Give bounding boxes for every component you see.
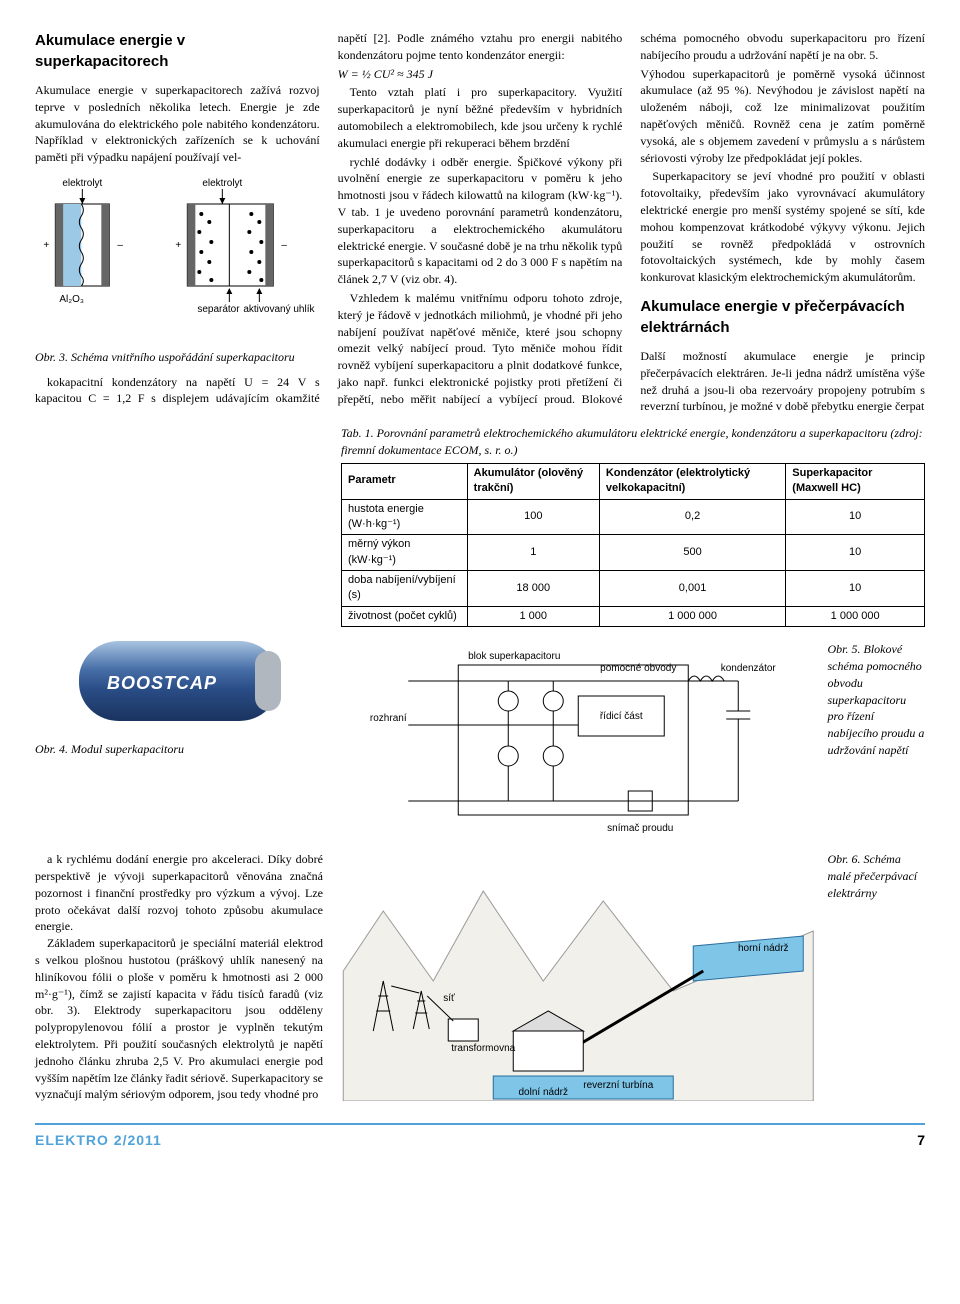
svg-text:reverzní turbína: reverzní turbína [583, 1080, 653, 1091]
table-cell: životnost (počet cyklů) [342, 606, 468, 626]
fig3-uhlik: aktivovaný uhlík [243, 304, 315, 315]
svg-text:síť: síť [443, 993, 455, 1004]
fig3-plus2: + [175, 240, 181, 251]
svg-text:blok superkapacitoru: blok superkapacitoru [468, 651, 560, 662]
fig4-caption: Obr. 4. Modul superkapacitoru [35, 741, 323, 758]
fig3-elektrolyt2-label: elektrolyt [202, 178, 242, 189]
table-1: Parametr Akumulátor (olověný trakční) Ko… [341, 463, 925, 628]
fig3-plus1: + [43, 240, 49, 251]
table-cell: 1 000 000 [599, 606, 785, 626]
table-cell: doba nabíjení/vybíjení (s) [342, 571, 468, 607]
t1-h0: Parametr [342, 463, 468, 499]
table-cell: 1 000 000 [786, 606, 925, 626]
svg-text:rozhraní: rozhraní [370, 713, 407, 724]
svg-text:kondenzátor: kondenzátor [721, 663, 777, 674]
t1-h3: Superkapacitor (Maxwell HC) [786, 463, 925, 499]
page-footer: ELEKTRO 2/2011 7 [35, 1123, 925, 1151]
fig3-caption: Obr. 3. Schéma vnitřního uspořádání supe… [35, 349, 320, 366]
fig3-minus1: – [117, 240, 123, 251]
table-cell: 1 000 [467, 606, 599, 626]
section1-p1: Akumulace energie v superkapacitorech za… [35, 82, 320, 166]
footer-magazine: ELEKTRO 2/2011 [35, 1131, 162, 1151]
figure-5: rozhraní blok superkapacitoru pomocné ob… [341, 641, 816, 841]
svg-text:dolní nádrž: dolní nádrž [519, 1087, 568, 1098]
section2-title: Akumulace energie v přečerpávacích elekt… [640, 296, 925, 338]
section1-p6: Výhodou superkapacitorů je poměrně vysok… [640, 66, 925, 167]
svg-text:řídicí část: řídicí část [600, 711, 643, 722]
table-cell: 100 [467, 499, 599, 535]
section1-p7: Superkapacitory se jeví vhodné pro použi… [640, 168, 925, 286]
fig3-elektrolyt1-label: elektrolyt [62, 178, 102, 189]
table-cell: 0,2 [599, 499, 785, 535]
footer-page: 7 [917, 1131, 925, 1151]
t1-h1: Akumulátor (olověný trakční) [467, 463, 599, 499]
table-cell: 10 [786, 571, 925, 607]
formula-W: W = ½ CU² ≈ 345 J [338, 66, 623, 83]
bottom-p2: Základem superkapacitorů je speciální ma… [35, 935, 323, 1103]
fig5-caption: Obr. 5. Blokové schéma pomocného obvodu … [828, 641, 926, 841]
figure-6: horní nádrž dolní nádrž reverzní turbína… [341, 851, 816, 1101]
t1-h2: Kondenzátor (elektrolytický velkokapacit… [599, 463, 785, 499]
fig4-image [79, 641, 279, 721]
svg-text:horní nádrž: horní nádrž [738, 943, 789, 954]
svg-text:snímač proudu: snímač proudu [607, 823, 673, 834]
table-cell: 18 000 [467, 571, 599, 607]
fig3-minus2: – [281, 240, 287, 251]
figure-3: elektrolyt + – Al₂O₃ elektrolyt [35, 174, 320, 366]
table-cell: 500 [599, 535, 785, 571]
table-cell: hustota energie (W·h·kg⁻¹) [342, 499, 468, 535]
fig3-separator: separátor [197, 304, 240, 315]
table1-caption: Tab. 1. Porovnání parametrů elektrochemi… [341, 425, 925, 459]
fig6-caption: Obr. 6. Schéma malé přečerpávací elektrá… [828, 851, 926, 1101]
table-cell: 10 [786, 499, 925, 535]
table-cell: 0,001 [599, 571, 785, 607]
svg-text:transformovna: transformovna [451, 1043, 515, 1054]
section1-p4: rychlé dodávky i odběr energie. Špičkové… [338, 154, 623, 288]
section2-p1: Další možností akumulace energie je prin… [640, 348, 925, 415]
table-cell: měrný výkon (kW·kg⁻¹) [342, 535, 468, 571]
section1-p3: Tento vztah platí i pro superkapacitory.… [338, 84, 623, 151]
section1-title: Akumulace energie v superkapacitorech [35, 30, 320, 72]
fig3-al2o3: Al₂O₃ [59, 294, 84, 305]
table-cell: 10 [786, 535, 925, 571]
table-cell: 1 [467, 535, 599, 571]
bottom-p1: a k rychlému dodání energie pro akcelera… [35, 851, 323, 935]
